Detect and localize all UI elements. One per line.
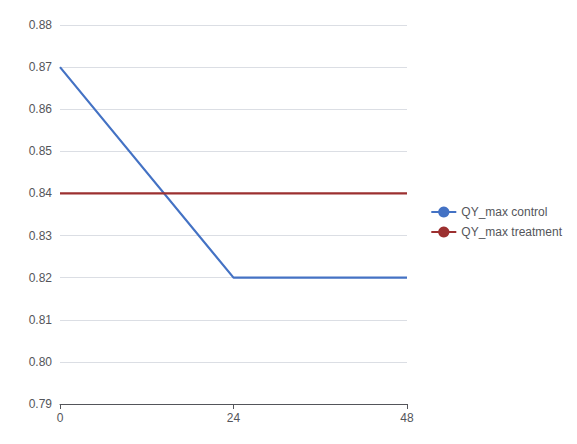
svg-text:48: 48 [400,411,414,425]
svg-text:0.81: 0.81 [29,313,53,327]
svg-text:0.84: 0.84 [29,186,53,200]
svg-text:QY_max control: QY_max control [461,205,547,219]
svg-text:0.88: 0.88 [29,18,53,32]
svg-text:0.82: 0.82 [29,271,53,285]
svg-text:0.79: 0.79 [29,397,53,411]
svg-text:0.85: 0.85 [29,144,53,158]
svg-text:0.83: 0.83 [29,229,53,243]
svg-text:0.86: 0.86 [29,102,53,116]
svg-text:24: 24 [227,411,241,425]
svg-text:0.87: 0.87 [29,60,53,74]
svg-text:0: 0 [57,411,64,425]
svg-text:QY_max treatment: QY_max treatment [461,225,562,239]
svg-text:0.80: 0.80 [29,355,53,369]
